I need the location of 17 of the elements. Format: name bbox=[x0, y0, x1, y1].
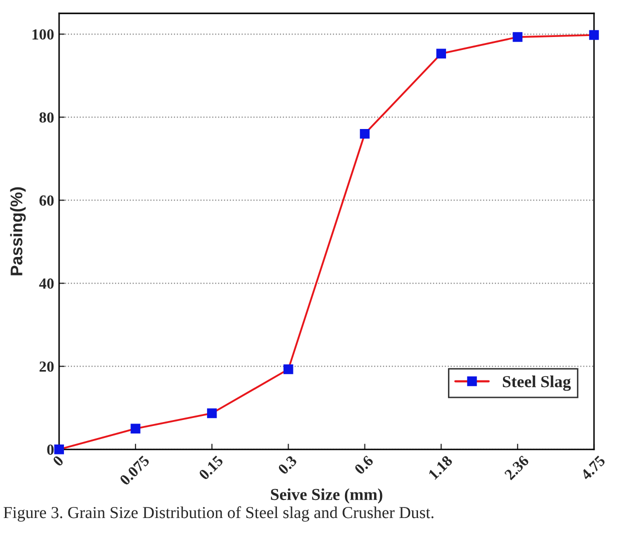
y-tick-label: 40 bbox=[39, 278, 54, 289]
x-axis-title: Seive Size (mm) bbox=[270, 488, 382, 504]
y-axis-title: Passing(%) bbox=[10, 187, 26, 276]
x-tick-label: 0.6 bbox=[354, 454, 374, 476]
y-tick-label: 20 bbox=[40, 361, 54, 372]
y-tick-label: 60 bbox=[39, 195, 54, 206]
x-tick-label: 2.36 bbox=[504, 454, 530, 480]
legend-label: Steel Slag bbox=[502, 376, 571, 391]
y-tick-label: 0 bbox=[47, 444, 54, 455]
x-tick-label: 4.75 bbox=[580, 455, 606, 481]
caption: Figure 3. Grain Size Distribution of Steel slag and Crusher Dust. bbox=[4, 506, 434, 522]
x-tick-label: 0 bbox=[52, 454, 64, 467]
y-tick-label: 80 bbox=[39, 112, 54, 123]
x-tick-label: 0.15 bbox=[198, 454, 224, 480]
y-tick-label: 100 bbox=[32, 29, 54, 40]
x-tick-label: 0.3 bbox=[277, 454, 298, 476]
x-tick-label: 1.18 bbox=[428, 454, 454, 480]
